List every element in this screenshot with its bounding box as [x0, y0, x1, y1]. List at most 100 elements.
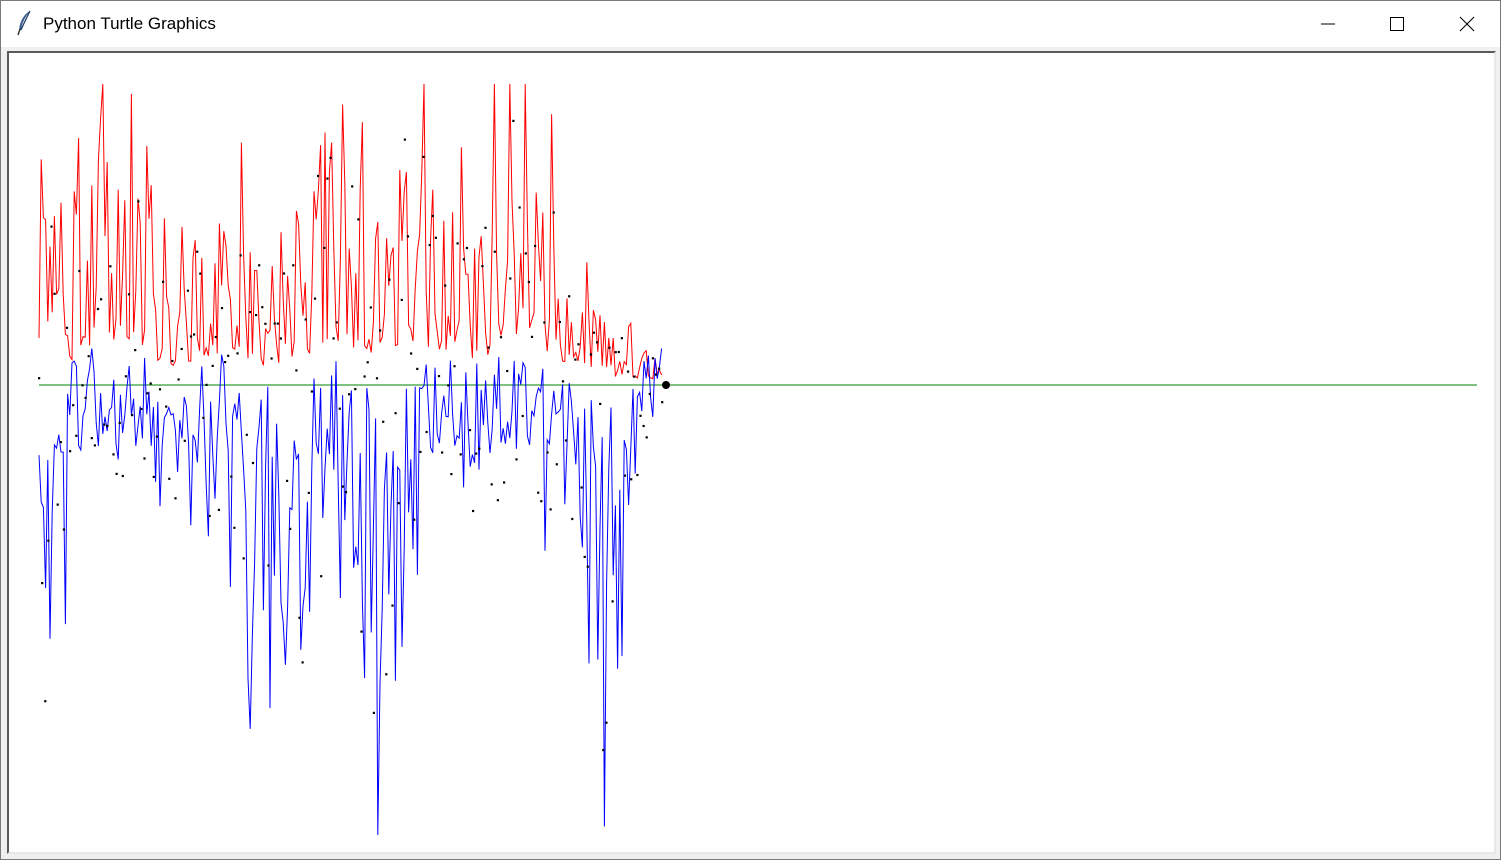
sample-point: [317, 174, 320, 178]
sample-point: [459, 453, 462, 456]
sample-point: [292, 264, 295, 267]
sample-point: [654, 373, 658, 376]
sample-point: [93, 444, 96, 447]
maximize-button[interactable]: [1362, 1, 1432, 47]
sample-point: [416, 367, 419, 370]
sample-point: [162, 280, 165, 283]
sample-point: [251, 461, 255, 465]
sample-point: [143, 457, 146, 460]
sample-point: [69, 450, 72, 453]
sample-point: [636, 473, 639, 477]
sample-point: [199, 272, 202, 275]
sample-point: [422, 155, 425, 158]
sample-point: [363, 375, 366, 378]
sample-point: [329, 156, 332, 159]
sample-point: [633, 375, 636, 378]
sample-point: [100, 298, 103, 301]
sample-point: [431, 214, 434, 218]
sample-point: [90, 437, 93, 440]
sample-point: [273, 322, 276, 325]
sample-point: [596, 341, 599, 344]
sample-point: [382, 420, 385, 423]
sample-point: [115, 472, 118, 475]
sample-point: [512, 119, 515, 122]
sample-point: [180, 347, 183, 351]
sample-point: [354, 388, 357, 391]
sample-point: [227, 354, 230, 357]
sample-point: [410, 352, 413, 355]
sample-point: [527, 280, 530, 284]
sample-point: [385, 673, 388, 676]
sample-point: [617, 350, 620, 354]
sample-point: [481, 265, 484, 268]
turtle-canvas[interactable]: [7, 51, 1496, 854]
sample-point: [499, 336, 503, 339]
sample-point: [264, 322, 267, 325]
minimize-icon: [1321, 23, 1335, 25]
sample-point: [586, 565, 589, 568]
sample-point: [391, 604, 394, 607]
sample-point: [332, 337, 335, 340]
sample-point: [394, 412, 397, 415]
sample-point: [658, 367, 661, 370]
sample-point: [571, 517, 574, 521]
sample-point: [605, 721, 608, 724]
sample-point: [326, 177, 329, 180]
sample-point: [307, 491, 310, 494]
sample-point: [304, 318, 307, 321]
sample-point: [537, 491, 540, 494]
sample-point: [338, 407, 341, 410]
sample-point: [255, 314, 258, 317]
sample-point: [279, 337, 282, 340]
feather-icon: [17, 10, 31, 36]
sample-point: [555, 463, 558, 466]
sample-point: [599, 402, 602, 405]
sample-point: [648, 392, 651, 396]
sample-point: [134, 349, 137, 352]
sample-point: [282, 272, 286, 275]
sample-point: [205, 383, 208, 386]
sample-point: [313, 297, 317, 300]
sample-point: [217, 508, 220, 511]
sample-point: [168, 477, 171, 480]
sample-point: [530, 335, 534, 338]
sample-point: [397, 502, 400, 505]
sample-point: [441, 451, 444, 454]
sample-point: [425, 430, 428, 434]
sample-point: [140, 407, 143, 411]
sample-point: [121, 474, 124, 478]
sample-point: [450, 473, 453, 476]
sample-point: [87, 355, 90, 358]
sample-point: [56, 503, 59, 506]
sample-point: [261, 306, 264, 309]
sample-point: [258, 264, 261, 267]
sample-point: [348, 393, 351, 396]
sample-point: [242, 557, 245, 560]
minimize-button[interactable]: [1293, 1, 1363, 47]
sample-point: [447, 384, 450, 387]
sample-point: [645, 436, 648, 439]
title-bar[interactable]: Python Turtle Graphics: [1, 1, 1500, 47]
sample-point: [298, 616, 301, 619]
sample-point: [152, 475, 155, 478]
sample-point: [84, 396, 87, 399]
sample-point: [419, 450, 422, 453]
sample-point: [320, 575, 323, 578]
sample-point: [310, 390, 313, 393]
sample-point: [524, 252, 527, 255]
sample-point: [543, 321, 546, 324]
sample-point: [193, 333, 196, 336]
sample-point: [574, 358, 577, 361]
sample-point: [137, 200, 140, 203]
sample-point: [112, 453, 115, 456]
turtle-dot: [662, 381, 670, 389]
sample-point: [546, 451, 549, 454]
sample-point: [515, 458, 518, 461]
sample-point: [366, 361, 369, 364]
sample-point: [509, 277, 512, 280]
close-button[interactable]: [1432, 1, 1501, 47]
sample-point: [453, 365, 456, 368]
sample-point: [642, 424, 645, 428]
sample-point: [651, 357, 654, 360]
